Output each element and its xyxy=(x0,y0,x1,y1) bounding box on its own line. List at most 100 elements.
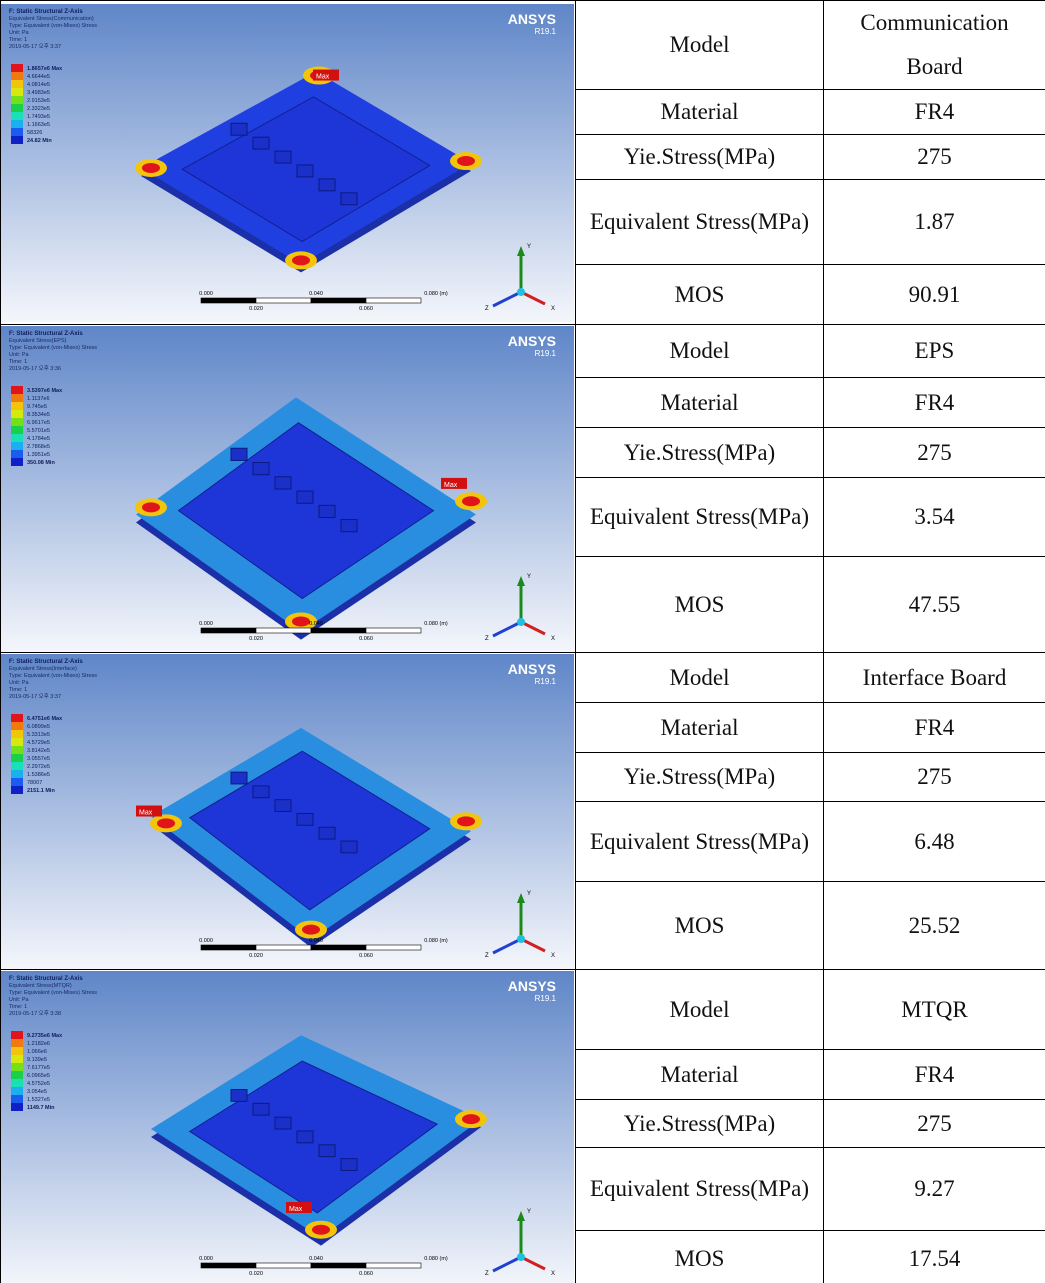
row-label: Yie.Stress(MPa) xyxy=(576,753,824,802)
component xyxy=(319,1144,335,1156)
row-value: 275 xyxy=(824,135,1045,180)
scale-label: 0.080 (m) xyxy=(424,938,448,944)
scale-label: 0.040 xyxy=(309,621,323,627)
legend-label: 5.5701e5 xyxy=(27,428,50,434)
component xyxy=(297,491,313,503)
legend-swatch xyxy=(11,1095,23,1103)
brand: ANSYS xyxy=(508,661,556,677)
stress-hotspot xyxy=(457,156,475,166)
header-line: Unit: Pa xyxy=(9,30,30,36)
scale-label: 0.080 (m) xyxy=(424,621,448,627)
row-value: 1.87 xyxy=(824,180,1045,265)
row-value: FR4 xyxy=(824,703,1045,753)
scale-segment xyxy=(366,1263,421,1268)
header-line: Type: Equivalent (von-Mises) Stress xyxy=(9,673,97,679)
header-line: Unit: Pa xyxy=(9,997,30,1003)
component xyxy=(341,1158,357,1170)
scale-segment xyxy=(201,298,256,303)
scale-label: 0.020 xyxy=(249,636,263,642)
stress-hotspot xyxy=(292,255,310,265)
axis-label: Y xyxy=(527,1209,531,1215)
legend-swatch xyxy=(11,72,23,80)
axis-label: Y xyxy=(527,891,531,897)
row-value: 6.48 xyxy=(824,802,1045,882)
scale-segment xyxy=(201,628,256,633)
row-label: Material xyxy=(576,90,824,135)
row-label: Yie.Stress(MPa) xyxy=(576,1100,824,1148)
header-line: F: Static Structural Z-Axis xyxy=(9,9,83,15)
legend-label: 9.139e5 xyxy=(27,1057,47,1063)
legend-label: 6.9617e5 xyxy=(27,420,50,426)
legend-label: 6.4751e6 Max xyxy=(27,716,63,722)
scale-label: 0.040 xyxy=(309,1256,323,1262)
component xyxy=(319,505,335,517)
component xyxy=(253,1103,269,1115)
legend-label: 3.054e5 xyxy=(27,1089,47,1095)
header-line: 2019-05-17 오후 3:37 xyxy=(9,43,61,50)
legend-swatch xyxy=(11,1071,23,1079)
row-label: Equivalent Stress(MPa) xyxy=(576,478,824,557)
legend-label: 2.2972e5 xyxy=(27,764,50,770)
legend-swatch xyxy=(11,104,23,112)
header-line: 2019-05-17 오후 3:37 xyxy=(9,693,61,700)
max-tag-text: Max xyxy=(139,809,153,816)
legend-swatch xyxy=(11,136,23,144)
axis-label: Z xyxy=(485,636,489,642)
version: R19.1 xyxy=(535,27,557,36)
row-value: 9.27 xyxy=(824,1148,1045,1231)
legend-label: 3.0557e5 xyxy=(27,756,50,762)
legend-swatch xyxy=(11,1087,23,1095)
scale-segment xyxy=(366,628,421,633)
row-label: Equivalent Stress(MPa) xyxy=(576,802,824,882)
row-label: Yie.Stress(MPa) xyxy=(576,135,824,180)
row-value: 3.54 xyxy=(824,478,1045,557)
header-line: F: Static Structural Z-Axis xyxy=(9,331,83,337)
scale-segment xyxy=(256,1263,311,1268)
legend-label: 1.5386e5 xyxy=(27,772,50,778)
header-line: Unit: Pa xyxy=(9,352,30,358)
legend-label: 9.745e5 xyxy=(27,404,47,410)
legend-label: 1.2182e6 xyxy=(27,1041,50,1047)
stress-plot: MaxF: Static Structural Z-AxisEquivalent… xyxy=(1,654,574,969)
header-line: Type: Equivalent (von-Mises) Stress xyxy=(9,345,97,351)
axis-label: X xyxy=(551,306,555,312)
scale-label: 0.080 (m) xyxy=(424,291,448,297)
header-line: Equivalent Stress(Communication) xyxy=(9,16,94,22)
document: MaxF: Static Structural Z-AxisEquivalent… xyxy=(0,0,1045,1283)
legend-swatch xyxy=(11,722,23,730)
legend-label: 2.3323e5 xyxy=(27,106,50,112)
legend-swatch xyxy=(11,738,23,746)
legend-label: 350.08 Min xyxy=(27,460,55,466)
legend-label: 8.3534e5 xyxy=(27,412,50,418)
brand: ANSYS xyxy=(508,333,556,349)
component xyxy=(231,772,247,784)
version: R19.1 xyxy=(535,349,557,358)
axis-label: X xyxy=(551,1271,555,1277)
legend-swatch xyxy=(11,778,23,786)
version: R19.1 xyxy=(535,677,557,686)
component xyxy=(297,164,313,176)
legend-label: 24.82 Min xyxy=(27,138,52,144)
legend-label: 1.8657e6 Max xyxy=(27,66,63,72)
component xyxy=(231,1089,247,1101)
component xyxy=(275,151,291,163)
legend-label: 6.0965e5 xyxy=(27,1073,50,1079)
scale-segment xyxy=(256,945,311,950)
legend-swatch xyxy=(11,402,23,410)
stress-hotspot xyxy=(462,496,480,506)
header-line: Unit: Pa xyxy=(9,680,30,686)
header-line: F: Static Structural Z-Axis xyxy=(9,659,83,665)
legend-label: 9.2735e6 Max xyxy=(27,1033,63,1039)
legend-swatch xyxy=(11,442,23,450)
legend-label: 4.1784e5 xyxy=(27,436,50,442)
row-value: 90.91 xyxy=(824,265,1045,325)
scale-segment xyxy=(311,628,366,633)
stress-hotspot xyxy=(462,1114,480,1124)
row-label: Equivalent Stress(MPa) xyxy=(576,1148,824,1231)
axis-origin xyxy=(517,935,525,943)
component xyxy=(231,123,247,135)
row-value: 47.55 xyxy=(824,557,1045,653)
legend-label: 1.7493e5 xyxy=(27,114,50,120)
legend-label: 4.5729e5 xyxy=(27,740,50,746)
